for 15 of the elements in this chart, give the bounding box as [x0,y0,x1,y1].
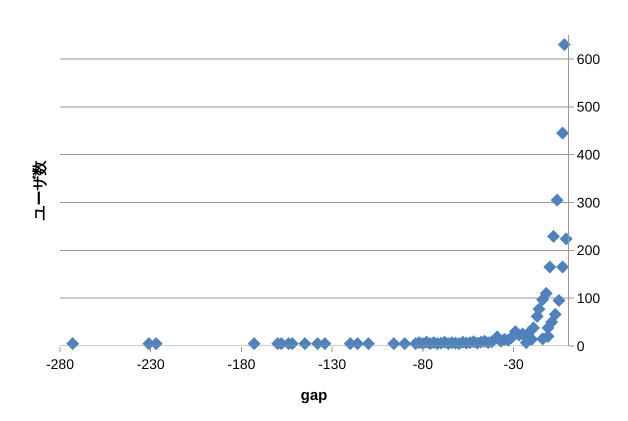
x-tick-label: -30 [503,356,524,372]
y-tick-label: 100 [576,290,600,306]
x-tick-label: -230 [136,356,165,372]
x-tick-label: -280 [46,356,74,372]
y-tick-label: 400 [576,146,600,163]
x-tick-label: -130 [318,356,346,372]
y-tick-label: 300 [576,194,600,210]
x-tick-label: -180 [227,356,256,372]
y-tick-label: 500 [576,98,600,115]
x-tick-label: -80 [412,356,434,372]
x-axis-title: gap [300,386,328,404]
y-axis-title: ユーザ数 [32,160,49,221]
y-tick-label: 600 [576,50,600,67]
y-tick-label: 0 [576,338,585,354]
y-tick-label: 200 [576,242,600,258]
